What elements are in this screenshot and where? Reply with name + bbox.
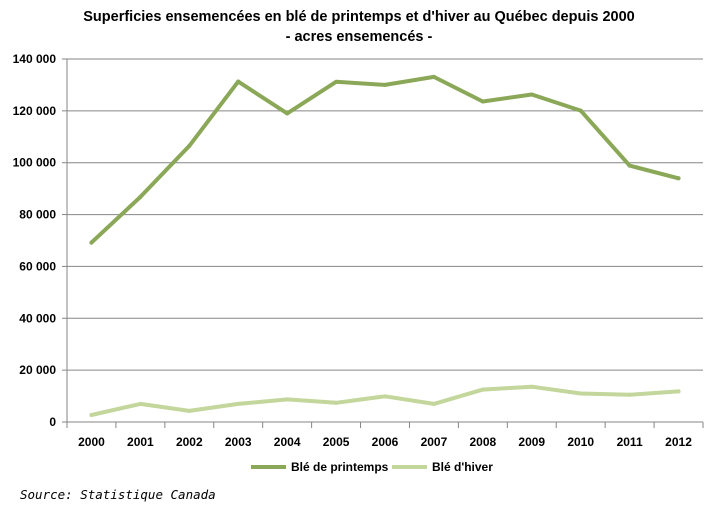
gridlines (67, 58, 703, 371)
data-point (676, 389, 681, 394)
data-point (285, 397, 290, 402)
data-series (89, 74, 681, 417)
x-tick-label: 2002 (176, 435, 203, 449)
axes: 0 20 000 40 000 60 000 80 000 100 000 120 000 1… (13, 52, 704, 449)
data-point (529, 92, 534, 97)
legend: Blé de printemps Blé d'hiver (251, 460, 493, 474)
data-point (431, 401, 436, 406)
y-tick-label: 140 000 (13, 52, 57, 66)
y-tick-label: 40 000 (19, 311, 56, 325)
data-point (578, 108, 583, 113)
data-point (627, 163, 632, 168)
series-line (89, 74, 681, 245)
data-point (529, 384, 534, 389)
x-tick-label: 2008 (469, 435, 496, 449)
y-tick-label: 20 000 (19, 363, 56, 377)
data-point (236, 79, 241, 84)
x-tick-label: 2005 (323, 435, 350, 449)
x-tick-label: 2007 (421, 435, 448, 449)
legend-label: Blé d'hiver (432, 460, 493, 474)
x-tick-label: 2012 (665, 435, 692, 449)
x-tick-label: 2010 (567, 435, 594, 449)
y-tick-label: 120 000 (13, 104, 57, 118)
data-point (480, 387, 485, 392)
data-point (383, 394, 387, 399)
chart-title: Superficies ensemencées en blé de printe… (83, 9, 634, 25)
data-point (187, 143, 192, 148)
source-note: Source: Statistique Canada (20, 487, 216, 502)
x-tick-label: 2004 (274, 435, 301, 449)
x-tick-label: 2000 (78, 435, 105, 449)
x-tick-label: 2006 (372, 435, 399, 449)
data-point (627, 392, 632, 397)
data-point (334, 79, 339, 84)
data-point (236, 401, 241, 406)
series-ble-d-hiver (89, 384, 681, 417)
data-point (138, 194, 143, 199)
y-tick-label: 80 000 (19, 208, 56, 222)
series-line (89, 384, 681, 417)
data-point (89, 412, 94, 417)
x-tick-label: 2009 (518, 435, 545, 449)
x-tick-label: 2003 (225, 435, 252, 449)
data-point (187, 408, 192, 413)
x-tick-label: 2011 (617, 435, 643, 449)
y-tick-label: 100 000 (13, 156, 57, 170)
series-ble-de-printemps (89, 74, 681, 245)
data-point (480, 99, 485, 104)
chart-subtitle: - acres ensemencés - (286, 29, 433, 45)
data-point (383, 82, 387, 87)
x-tick-label: 2001 (127, 435, 154, 449)
y-tick-label: 60 000 (19, 259, 56, 273)
data-point (334, 400, 339, 405)
data-point (89, 240, 94, 245)
data-point (138, 401, 143, 406)
data-point (578, 391, 583, 396)
legend-label: Blé de printemps (291, 460, 389, 474)
data-point (676, 176, 681, 181)
y-tick-label: 0 (49, 415, 56, 429)
data-point (431, 74, 436, 79)
data-point (285, 111, 290, 116)
